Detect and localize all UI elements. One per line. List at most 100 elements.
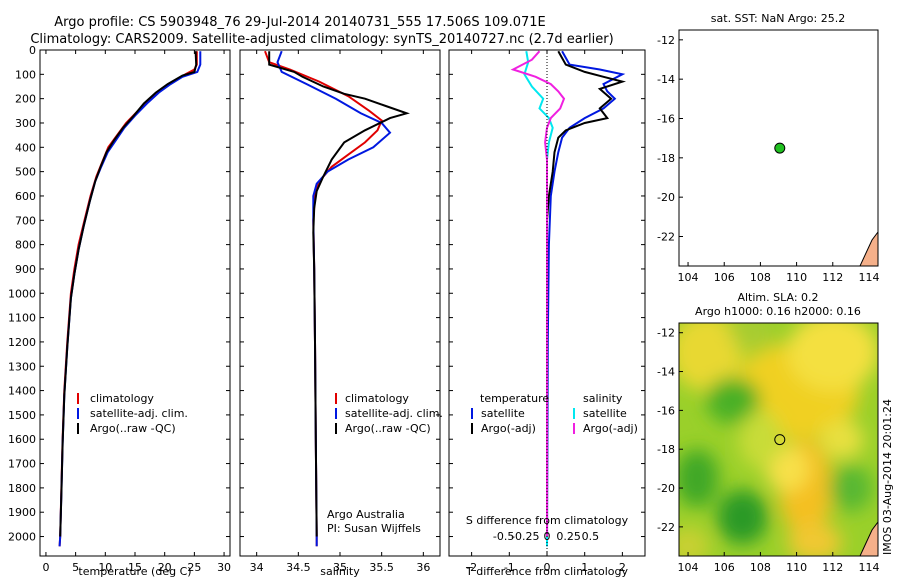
- x-tick-label: 34.5: [286, 561, 311, 574]
- argo-location-marker: [774, 142, 786, 154]
- y-tick-label: 700: [15, 214, 36, 227]
- x-tick-label: 104: [678, 271, 699, 284]
- x-tick-label: 15: [128, 561, 142, 574]
- y-tick-label: 1600: [8, 433, 36, 446]
- x-tick-label: 104: [678, 561, 699, 574]
- y-tick-label: -14: [657, 73, 675, 86]
- legend-label: satellite: [583, 407, 627, 420]
- sla-blob: [787, 522, 842, 556]
- series-argo-raw-qc-: [59, 51, 198, 537]
- salinity-xlabel: salinity: [320, 565, 360, 578]
- y-tick-label: -18: [657, 443, 675, 456]
- x-tick-label: 20: [158, 561, 172, 574]
- pi-note: PI: Susan Wijffels: [327, 522, 421, 535]
- y-tick-label: -20: [657, 482, 675, 495]
- panel-temperature-frame: [39, 49, 231, 557]
- legend-label: climatology: [345, 392, 409, 405]
- sdiff-xlabel: S difference from climatology: [466, 514, 629, 527]
- x-tick-label: 35: [333, 561, 347, 574]
- y-tick-label: -22: [657, 231, 675, 244]
- figure-title-line1: Argo profile: CS 5903948_76 29-Jul-2014 …: [54, 15, 545, 30]
- legend-label: satellite: [481, 407, 525, 420]
- legend-label: Argo(-adj): [583, 422, 638, 435]
- legend-label: Argo(-adj): [481, 422, 536, 435]
- y-tick-label: 200: [15, 93, 36, 106]
- coastline: [859, 230, 879, 267]
- panel-salinity-frame: [239, 49, 441, 557]
- panel-sla-frame: [678, 322, 879, 557]
- x-tick-label: 114: [858, 561, 879, 574]
- y-tick-label: 1200: [8, 336, 36, 349]
- sla-map-panel: 104 106 108 110 112 114 -12 -14 -16 -18 -20 -22 Alti…: [657, 291, 879, 574]
- x-tick-label: 106: [714, 271, 735, 284]
- y-tick-label: -20: [657, 191, 675, 204]
- y-tick-label: -16: [657, 404, 675, 417]
- y-tick-label: 300: [15, 117, 36, 130]
- x-tick-label: 36: [416, 561, 430, 574]
- argo-location-marker: [774, 434, 786, 446]
- y-tick-label: 1800: [8, 482, 36, 495]
- x-tick-label: 0: [544, 561, 551, 574]
- x-tick-label: 110: [786, 561, 807, 574]
- s-tick-label: -0.25: [511, 530, 539, 543]
- x-tick-label: 110: [786, 271, 807, 284]
- difference-panel: -2 -1 0 1 2T difference from climatology S di…: [448, 49, 646, 578]
- sst-title: sat. SST: NaN Argo: 25.2: [711, 12, 845, 25]
- y-tick-label: 1900: [8, 506, 36, 519]
- legend-label: climatology: [90, 392, 154, 405]
- y-tick-label: 800: [15, 239, 36, 252]
- sst-map-panel: 104 106 108 110 112 114 -12 -14 -16 -18 -20 -22 sat.…: [657, 12, 879, 284]
- x-tick-label: 1: [581, 561, 588, 574]
- x-tick-label: 35.5: [369, 561, 394, 574]
- sla-blob: [820, 420, 864, 459]
- y-tick-label: 600: [15, 190, 36, 203]
- x-tick-label: 30: [217, 561, 231, 574]
- temperature-panel: 0 5 10 15 20 25 300100200300400500600700800900…: [8, 44, 231, 578]
- x-tick-label: 0: [42, 561, 49, 574]
- y-tick-label: 500: [15, 166, 36, 179]
- y-tick-label: 400: [15, 141, 36, 154]
- y-tick-label: 1700: [8, 458, 36, 471]
- x-tick-label: 108: [750, 271, 771, 284]
- sla-blob: [829, 464, 873, 512]
- figure-title-line2: Climatology: CARS2009. Satellite-adjuste…: [30, 32, 613, 47]
- series-climatology: [58, 51, 198, 547]
- y-tick-label: 100: [15, 68, 36, 81]
- legend-label: satellite-adj. clim.: [345, 407, 443, 420]
- y-tick-label: 1100: [8, 312, 36, 325]
- sla-blob: [679, 526, 710, 556]
- y-tick-label: -14: [657, 366, 675, 379]
- y-tick-label: 2000: [8, 531, 36, 544]
- coastline: [859, 520, 879, 557]
- sla-blob: [679, 323, 743, 391]
- legend-t-title: temperature: [480, 392, 549, 405]
- sla-blob: [679, 449, 719, 508]
- panel-sst-frame: [678, 29, 879, 267]
- x-tick-label: -1: [504, 561, 515, 574]
- x-tick-label: 2: [619, 561, 626, 574]
- argo-australia-note: Argo Australia: [327, 508, 405, 521]
- y-tick-label: 900: [15, 263, 36, 276]
- s-tick-label: -0.5: [493, 530, 514, 543]
- sla-blob: [716, 489, 768, 545]
- x-tick-label: 112: [822, 271, 843, 284]
- legend-s-title: salinity: [583, 392, 623, 405]
- y-tick-label: -22: [657, 521, 675, 534]
- x-tick-label: 106: [714, 561, 735, 574]
- legend-label: Argo(..raw -QC): [90, 422, 176, 435]
- series-t-satellite: [546, 50, 626, 547]
- imos-watermark: IMOS 03-Aug-2014 20:01:24: [881, 399, 894, 555]
- sla-heatmap: [679, 323, 878, 556]
- y-tick-label: 1300: [8, 360, 36, 373]
- x-tick-label: 10: [98, 561, 112, 574]
- tdiff-xlabel: T difference from climatology: [465, 565, 628, 578]
- legend-label: satellite-adj. clim.: [90, 407, 188, 420]
- legend-label: Argo(..raw -QC): [345, 422, 431, 435]
- x-tick-label: 112: [822, 561, 843, 574]
- salinity-panel: 34 34.5 35 35.5 36 salinity climatology satelli…: [239, 49, 443, 578]
- sla-blob: [706, 377, 761, 424]
- y-tick-label: -16: [657, 113, 675, 126]
- series-climatology: [264, 50, 383, 547]
- x-tick-label: -2: [466, 561, 477, 574]
